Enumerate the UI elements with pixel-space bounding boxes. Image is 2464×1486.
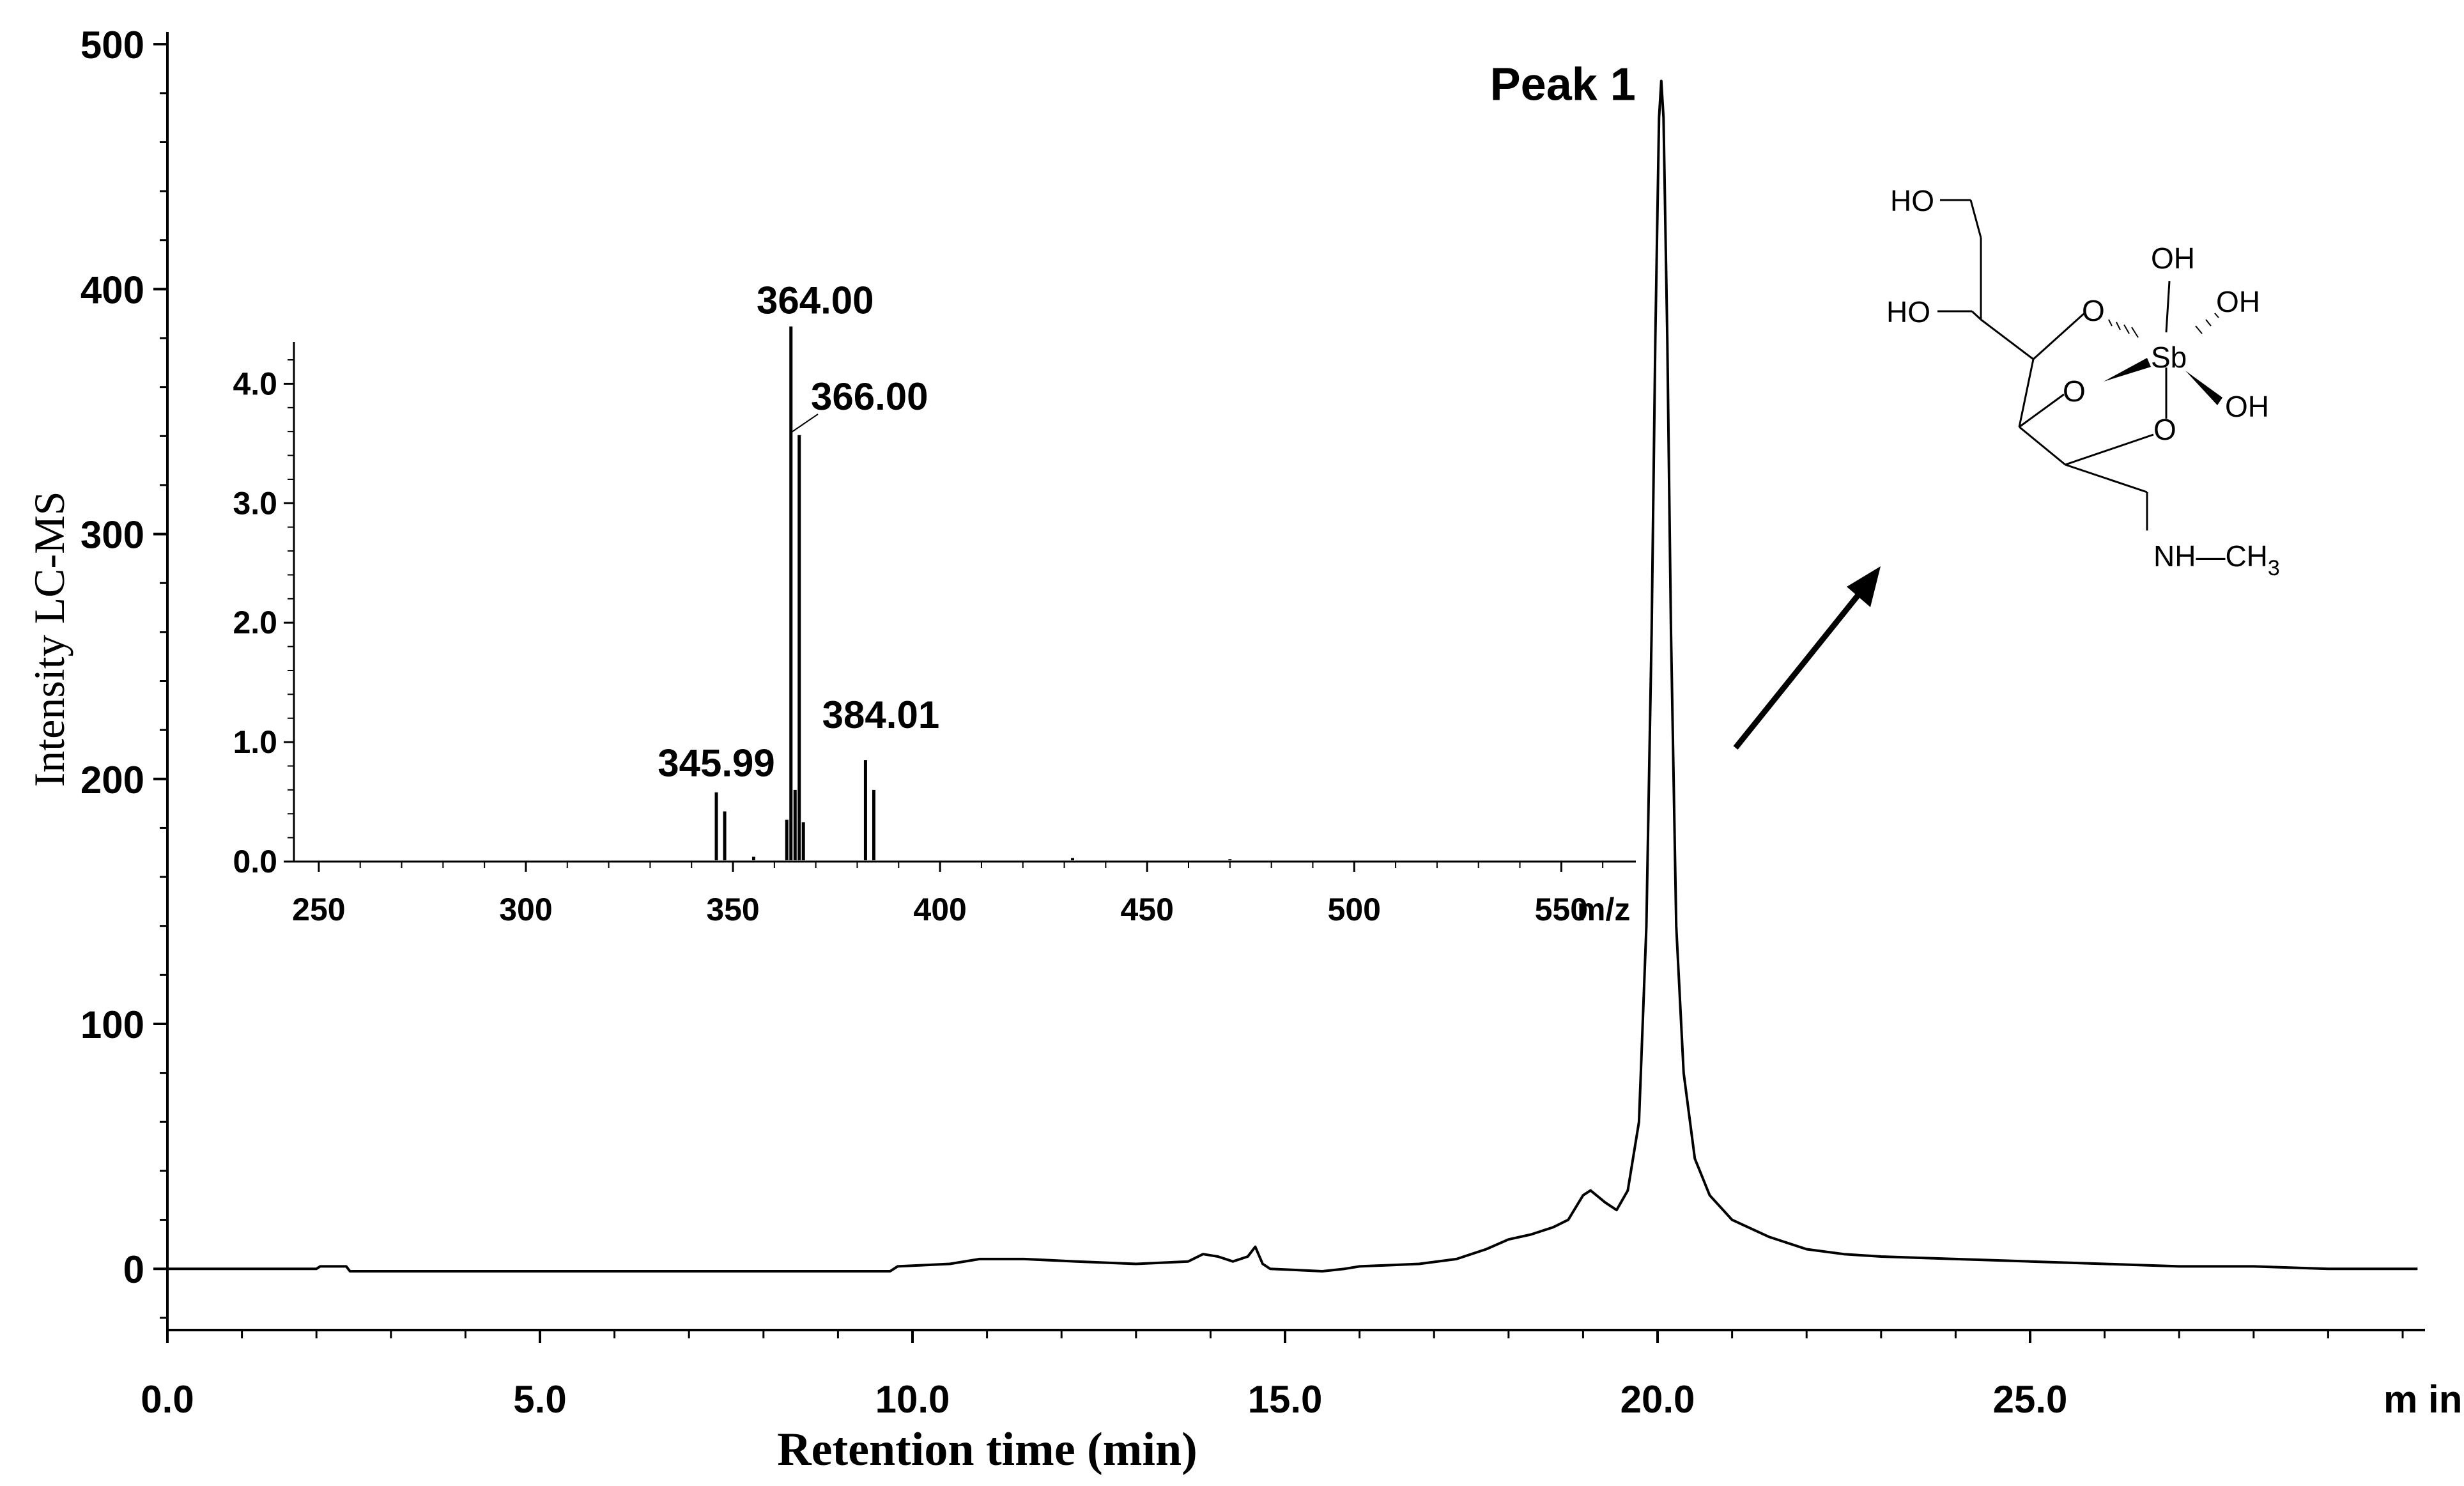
arrow — [1733, 566, 1881, 750]
inset-y-tick-label: 4.0 — [233, 366, 277, 401]
inset-x-tick-label: 300 — [499, 892, 552, 927]
inset-y-tick-label: 3.0 — [233, 485, 277, 521]
mol-label-sb: Sb — [2151, 341, 2187, 374]
y-tick-label: 200 — [81, 759, 144, 801]
inset-x-tick-label: 500 — [1328, 892, 1381, 927]
mol-label-oh-3: OH — [2225, 390, 2269, 423]
inset-x-tick-label: 400 — [913, 892, 966, 927]
inset-x-tick-label: 450 — [1120, 892, 1173, 927]
leader-line-366 — [789, 414, 819, 434]
inset-y-tick-labels: 0.0 1.0 2.0 3.0 4.0 — [233, 366, 294, 879]
inset-peak-labels: 345.99 364.00 366.00 384.01 — [658, 279, 939, 785]
x-tick-label: 0.0 — [141, 1378, 194, 1421]
peak-1-label: Peak 1 — [1490, 59, 1636, 111]
x-tick-label: 20.0 — [1621, 1378, 1695, 1421]
y-tick-label: 300 — [81, 514, 144, 557]
x-axis-title: Retention time (min) — [777, 1423, 1197, 1476]
inset-x-minor-ticks — [318, 862, 1604, 868]
x-axis-unit-label: m in — [2383, 1378, 2462, 1421]
inset-x-tick-labels: 250 300 350 400 450 500 550 — [292, 862, 1588, 927]
x-tick-label: 15.0 — [1248, 1378, 1323, 1421]
inset-y-tick-label: 2.0 — [233, 605, 277, 640]
y-tick-labels: 0 100 200 300 400 500 — [81, 24, 167, 1291]
inset-x-axis-title: m/z — [1577, 892, 1630, 927]
x-tick-labels: 0.0 5.0 10.0 15.0 20.0 25.0 — [141, 1330, 2067, 1421]
mol-label-ho-1: HO — [1890, 184, 1934, 217]
mol-label-ho-2: HO — [1886, 295, 1930, 329]
x-tick-label: 25.0 — [1993, 1378, 2068, 1421]
chromatogram-chart: 0.0 5.0 10.0 15.0 20.0 25.0 0100200300400500 … — [25, 24, 2462, 1476]
inset-peaks — [714, 326, 1232, 860]
mol-label-oh-1: OH — [2151, 242, 2195, 275]
mol-label-o-3: O — [2153, 413, 2176, 446]
mol-label-o-1: O — [2082, 294, 2105, 327]
mol-label-o-2: O — [2063, 375, 2086, 408]
mz-peak-label: 366.00 — [811, 375, 928, 418]
y-tick-label: 400 — [81, 268, 144, 311]
y-tick-label: 0 — [123, 1248, 144, 1291]
y-tick-label: 500 — [81, 24, 144, 66]
y-axis-title: Intensity LC-MS — [25, 491, 73, 787]
x-tick-label: 5.0 — [513, 1378, 566, 1421]
chromatogram-trace — [167, 79, 2418, 1273]
molecular-structure: HO HO O O O Sb OH OH OH NH—CH3 — [1886, 184, 2280, 580]
inset-y-tick-label: 1.0 — [233, 724, 277, 760]
mz-peak-label: 345.99 — [658, 742, 775, 785]
mz-peak-label: 384.01 — [822, 693, 940, 736]
inset-x-tick-label: 350 — [706, 892, 759, 927]
y-tick-label: 100 — [81, 1003, 144, 1046]
mz-peak-label: 364.00 — [757, 279, 874, 322]
mol-label-oh-2: OH — [2216, 285, 2260, 318]
mol-label-nh-ch3: NH—CH3 — [2153, 539, 2280, 580]
inset-x-tick-label: 550 — [1535, 892, 1588, 927]
x-tick-label: 10.0 — [875, 1378, 950, 1421]
inset-x-tick-label: 250 — [292, 892, 345, 927]
inset-y-tick-label: 0.0 — [233, 844, 277, 879]
mass-spectrum-inset: 250 300 350 400 450 500 550 0.0 1.0 2.0 3.0 4.0 34… — [233, 279, 1636, 927]
